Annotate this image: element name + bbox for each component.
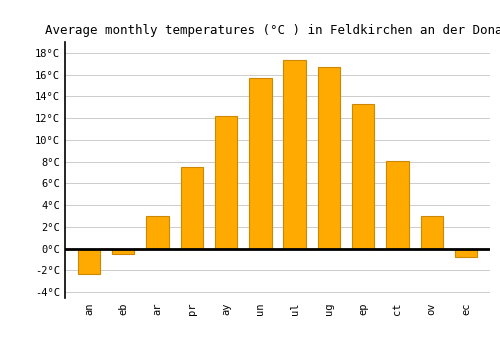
- Bar: [386, 161, 408, 248]
- Bar: [215, 116, 237, 248]
- Bar: [112, 248, 134, 254]
- Bar: [284, 61, 306, 248]
- Bar: [420, 216, 443, 248]
- Bar: [455, 248, 477, 257]
- Bar: [78, 248, 100, 274]
- Title: Average monthly temperatures (°C ) in Feldkirchen an der Donau: Average monthly temperatures (°C ) in Fe…: [45, 24, 500, 37]
- Bar: [352, 104, 374, 248]
- Bar: [318, 67, 340, 248]
- Bar: [146, 216, 169, 248]
- Bar: [180, 167, 203, 248]
- Bar: [249, 78, 272, 248]
